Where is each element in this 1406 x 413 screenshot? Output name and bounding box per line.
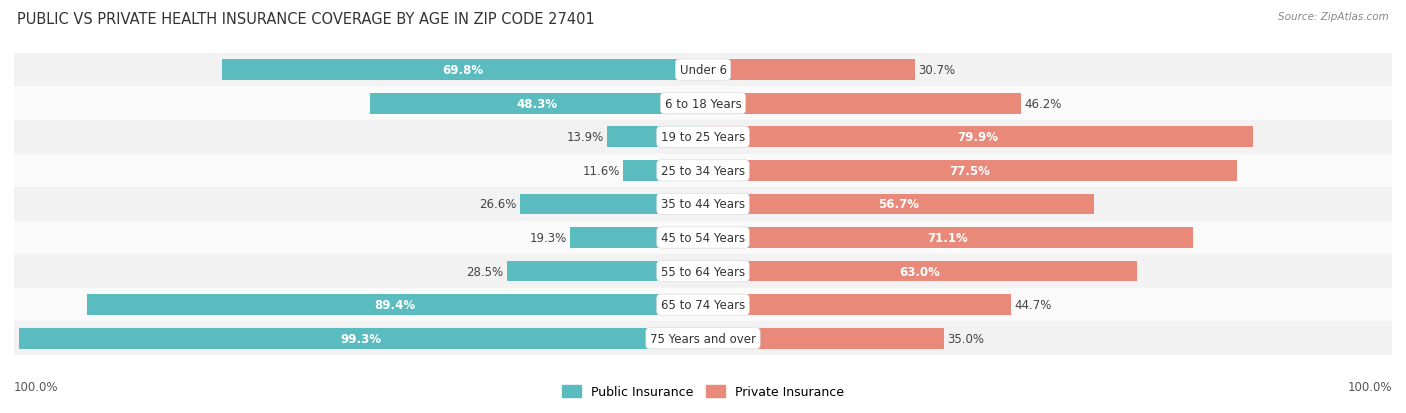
Text: Under 6: Under 6 xyxy=(679,64,727,77)
Bar xyxy=(14,54,1392,87)
Bar xyxy=(14,322,1392,355)
Text: 79.9%: 79.9% xyxy=(957,131,998,144)
Bar xyxy=(14,221,1392,255)
Bar xyxy=(506,261,703,282)
Legend: Public Insurance, Private Insurance: Public Insurance, Private Insurance xyxy=(557,380,849,403)
Text: 44.7%: 44.7% xyxy=(1014,299,1052,311)
Text: 77.5%: 77.5% xyxy=(949,164,990,178)
Bar xyxy=(14,87,1392,121)
Text: 19 to 25 Years: 19 to 25 Years xyxy=(661,131,745,144)
Text: 46.2%: 46.2% xyxy=(1025,97,1062,110)
Text: Source: ZipAtlas.com: Source: ZipAtlas.com xyxy=(1278,12,1389,22)
Bar xyxy=(14,121,1392,154)
Bar xyxy=(703,60,914,81)
Text: PUBLIC VS PRIVATE HEALTH INSURANCE COVERAGE BY AGE IN ZIP CODE 27401: PUBLIC VS PRIVATE HEALTH INSURANCE COVER… xyxy=(17,12,595,27)
Bar xyxy=(703,261,1137,282)
Text: 19.3%: 19.3% xyxy=(529,231,567,244)
Bar xyxy=(87,294,703,315)
Bar xyxy=(703,194,1094,215)
Text: 69.8%: 69.8% xyxy=(441,64,484,77)
Bar xyxy=(623,161,703,181)
Bar xyxy=(703,161,1237,181)
Text: 55 to 64 Years: 55 to 64 Years xyxy=(661,265,745,278)
Bar xyxy=(703,294,1011,315)
Text: 75 Years and over: 75 Years and over xyxy=(650,332,756,345)
Text: 30.7%: 30.7% xyxy=(918,64,955,77)
Text: 35 to 44 Years: 35 to 44 Years xyxy=(661,198,745,211)
Text: 13.9%: 13.9% xyxy=(567,131,603,144)
Bar xyxy=(703,127,1254,148)
Bar xyxy=(370,94,703,114)
Text: 56.7%: 56.7% xyxy=(877,198,918,211)
Bar xyxy=(703,328,945,349)
Text: 28.5%: 28.5% xyxy=(465,265,503,278)
Bar xyxy=(520,194,703,215)
Text: 48.3%: 48.3% xyxy=(516,97,557,110)
Text: 99.3%: 99.3% xyxy=(340,332,381,345)
Bar xyxy=(14,288,1392,322)
Bar xyxy=(703,94,1021,114)
Bar xyxy=(14,255,1392,288)
Text: 35.0%: 35.0% xyxy=(948,332,984,345)
Bar xyxy=(569,228,703,248)
Text: 25 to 34 Years: 25 to 34 Years xyxy=(661,164,745,178)
Bar xyxy=(14,188,1392,221)
Bar xyxy=(703,228,1192,248)
Bar xyxy=(14,154,1392,188)
Bar xyxy=(18,328,703,349)
Text: 100.0%: 100.0% xyxy=(1347,380,1392,393)
Bar xyxy=(222,60,703,81)
Text: 11.6%: 11.6% xyxy=(582,164,620,178)
Text: 65 to 74 Years: 65 to 74 Years xyxy=(661,299,745,311)
Text: 6 to 18 Years: 6 to 18 Years xyxy=(665,97,741,110)
Text: 71.1%: 71.1% xyxy=(928,231,969,244)
Bar xyxy=(607,127,703,148)
Text: 26.6%: 26.6% xyxy=(479,198,516,211)
Text: 63.0%: 63.0% xyxy=(900,265,941,278)
Text: 89.4%: 89.4% xyxy=(374,299,416,311)
Text: 100.0%: 100.0% xyxy=(14,380,59,393)
Text: 45 to 54 Years: 45 to 54 Years xyxy=(661,231,745,244)
